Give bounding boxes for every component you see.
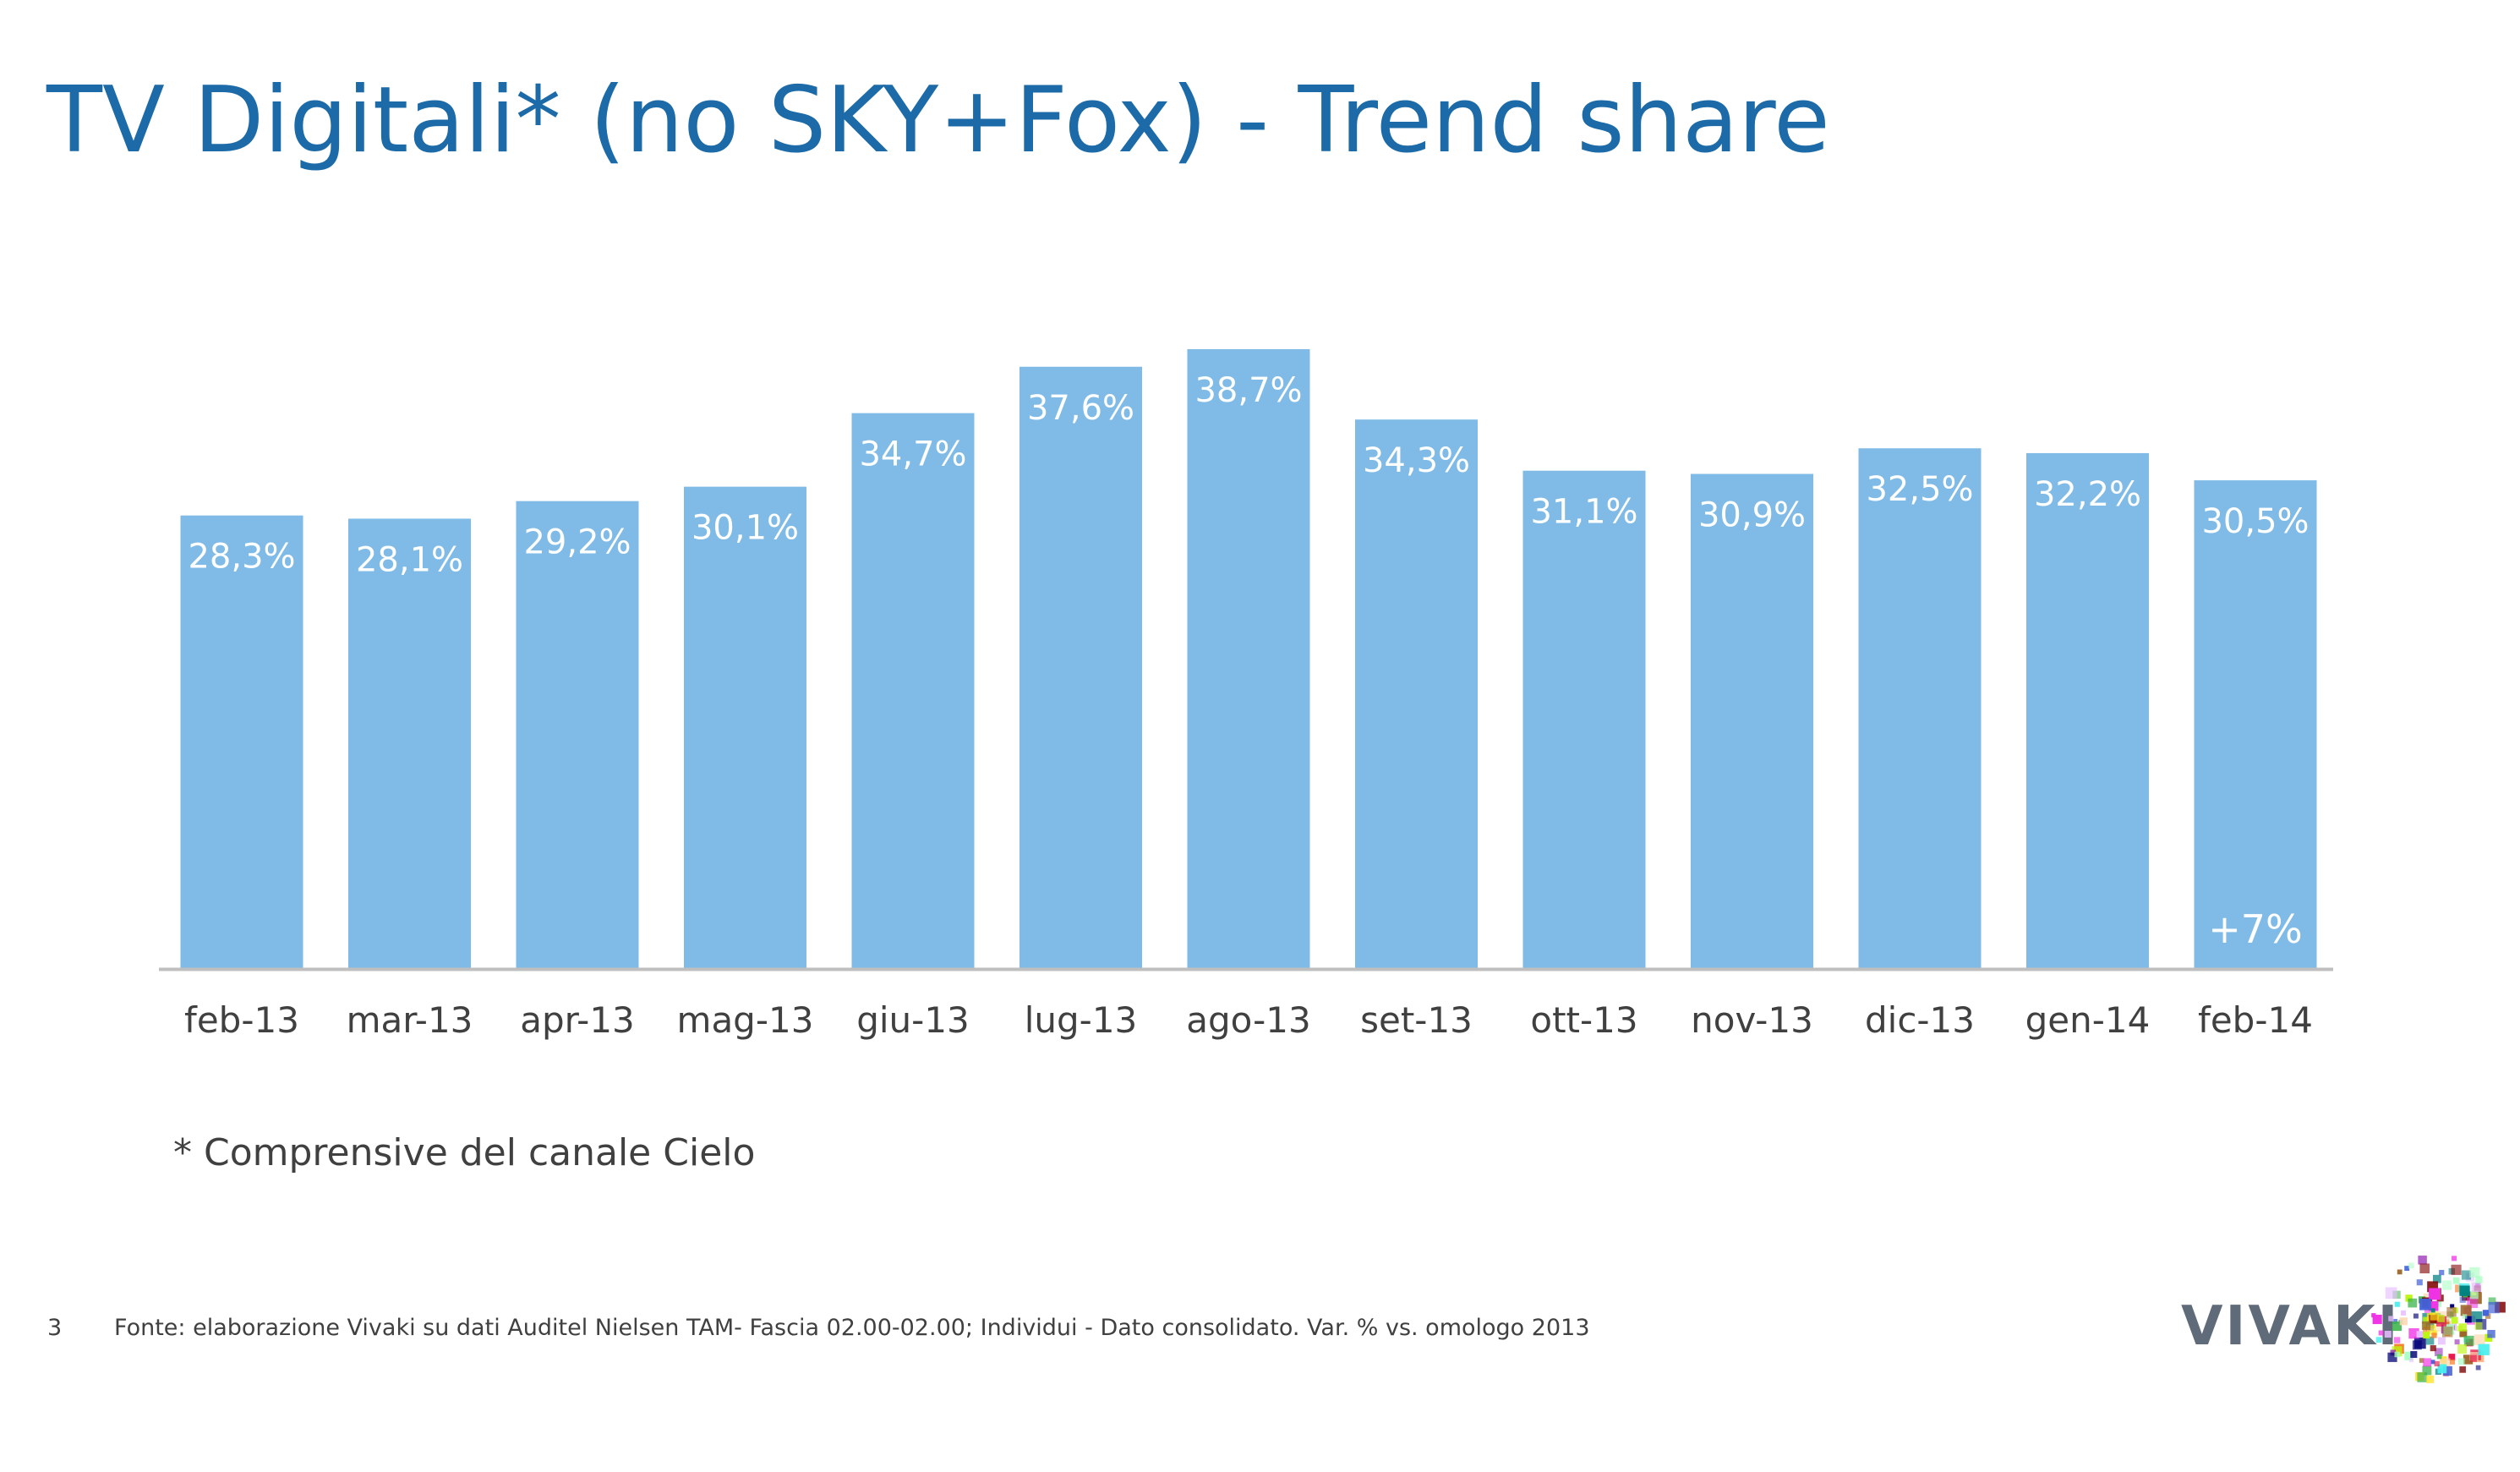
page-title: TV Digitali* (no SKY+Fox) - Trend share (46, 68, 1830, 173)
data-label-lug-13: 37,6% (1027, 389, 1134, 428)
data-label-nov-13: 30,9% (1698, 496, 1806, 535)
bar-gen-14 (2026, 452, 2149, 968)
x-tick-label-nov-13: nov-13 (1691, 999, 1813, 1041)
source-note: Fonte: elaborazione Vivaki su dati Audit… (114, 1315, 1590, 1341)
data-label-feb-14: 30,5% (2201, 502, 2309, 541)
x-tick-label-ott-13: ott-13 (1530, 999, 1637, 1041)
x-tick-labels-group: feb-13 mar-13 apr-13 mag-13 giu-13 lug-13 ago-… (184, 999, 2313, 1041)
bar-nov-13 (1691, 473, 1813, 968)
bar-lug-13 (1019, 366, 1142, 968)
bar-mag-13 (684, 486, 806, 968)
footnote: * Comprensive del canale Cielo (173, 1131, 756, 1174)
data-label-apr-13: 29,2% (523, 523, 631, 562)
vivaki-logo: VIVAKI (2173, 1243, 2511, 1387)
data-label-giu-13: 34,7% (859, 435, 966, 474)
x-tick-label-mar-13: mar-13 (347, 999, 473, 1041)
vivaki-starburst-icon (2371, 1256, 2506, 1383)
data-label-dic-13: 32,5% (1866, 470, 1973, 509)
x-tick-label-lug-13: lug-13 (1025, 999, 1138, 1041)
data-label-ago-13: 38,7% (1194, 371, 1302, 410)
data-labels-group: 28,3% 28,1% 29,2% 30,1% 34,7% 37,6% 38,7% 34,3%… (188, 371, 2309, 580)
data-label-mag-13: 30,1% (691, 509, 799, 548)
x-tick-label-dic-13: dic-13 (1865, 999, 1975, 1041)
data-label-mar-13: 28,1% (356, 540, 463, 579)
bar-mar-13 (348, 518, 471, 968)
bar-apr-13 (516, 501, 639, 968)
x-tick-label-giu-13: giu-13 (856, 999, 970, 1041)
data-label-set-13: 34,3% (1363, 441, 1470, 480)
bar-dic-13 (1858, 448, 1982, 968)
bar-giu-13 (851, 413, 975, 969)
page-number: 3 (47, 1315, 63, 1341)
bar-ago-13 (1187, 348, 1310, 968)
x-tick-label-ago-13: ago-13 (1186, 999, 1310, 1041)
bars-group (180, 348, 2317, 969)
logo-text: VIVAKI (2181, 1295, 2401, 1358)
bar-ott-13 (1522, 470, 1646, 968)
x-tick-label-mag-13: mag-13 (677, 999, 814, 1041)
x-tick-label-set-13: set-13 (1360, 999, 1473, 1041)
bar-feb-14 (2194, 480, 2317, 968)
annotations-group: +7% (2208, 906, 2303, 952)
bar-set-13 (1355, 419, 1478, 969)
x-tick-label-apr-13: apr-13 (520, 999, 635, 1041)
x-tick-label-feb-13: feb-13 (184, 999, 299, 1041)
x-tick-label-feb-14: feb-14 (2198, 999, 2313, 1041)
data-label-feb-13: 28,3% (188, 538, 295, 577)
annotation-label: +7% (2208, 906, 2303, 952)
bar-feb-13 (180, 515, 303, 968)
x-tick-label-gen-14: gen-14 (2025, 999, 2151, 1041)
data-label-gen-14: 32,2% (2034, 475, 2141, 514)
data-label-ott-13: 31,1% (1530, 493, 1637, 532)
